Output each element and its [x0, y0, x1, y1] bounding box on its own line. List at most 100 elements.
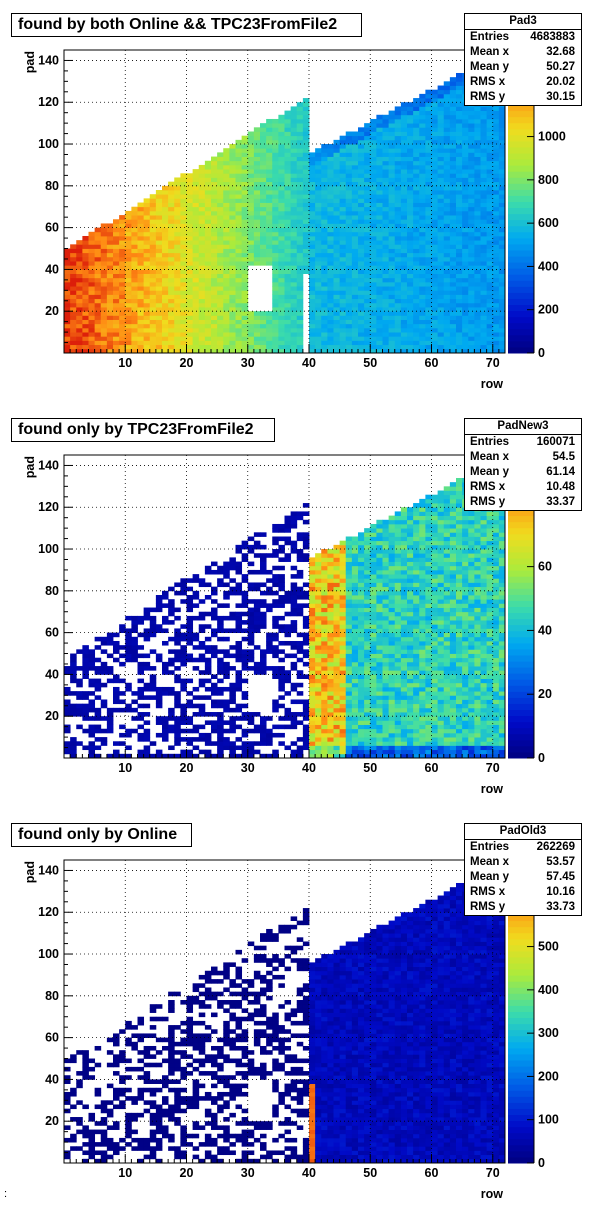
heatmap-cell — [450, 152, 457, 157]
heatmap-cell — [370, 211, 377, 216]
heatmap-cell — [199, 578, 206, 583]
heatmap-cell — [303, 228, 310, 233]
heatmap-cell — [113, 219, 120, 224]
heatmap-cell — [364, 132, 371, 137]
heatmap-cell — [425, 345, 432, 350]
heatmap-cell — [450, 261, 457, 266]
heatmap-cell — [236, 282, 243, 287]
heatmap-cell — [162, 733, 169, 738]
heatmap-cell — [327, 737, 334, 742]
heatmap-cell — [309, 624, 316, 629]
heatmap-cell — [193, 274, 200, 279]
heatmap-cell — [211, 294, 218, 299]
heatmap-cell — [291, 106, 298, 111]
heatmap-cell — [156, 274, 163, 279]
heatmap-cell — [119, 294, 126, 299]
heatmap-cell — [334, 582, 341, 587]
heatmap-cell — [444, 102, 451, 107]
heatmap-cell — [334, 695, 341, 700]
heatmap-cell — [131, 645, 138, 650]
heatmap-cell — [425, 228, 432, 233]
heatmap-cell — [162, 340, 169, 345]
heatmap-cell — [413, 203, 420, 208]
heatmap-cell — [278, 223, 285, 228]
heatmap-cell — [199, 244, 206, 249]
heatmap-cell — [340, 161, 347, 166]
heatmap-cell — [223, 228, 230, 233]
heatmap-cell — [248, 136, 255, 141]
heatmap-cell — [187, 274, 194, 279]
heatmap-cell — [462, 127, 469, 132]
heatmap-cell — [119, 645, 126, 650]
heatmap-cell — [327, 236, 334, 241]
heatmap-cell — [315, 658, 322, 663]
heatmap-cell — [248, 549, 255, 554]
heatmap-cell — [352, 244, 359, 249]
heatmap-cell — [217, 186, 224, 191]
heatmap-cell — [401, 152, 408, 157]
heatmap-cell — [346, 278, 353, 283]
heatmap-cell — [315, 645, 322, 650]
heatmap-cell — [162, 591, 169, 596]
heatmap-cell — [70, 750, 77, 755]
heatmap-cell — [180, 173, 187, 178]
heatmap-cell — [107, 324, 114, 329]
heatmap-cell — [272, 228, 279, 233]
heatmap-cell — [297, 324, 304, 329]
heatmap-cell — [370, 328, 377, 333]
heatmap-cell — [278, 683, 285, 688]
heatmap-cell — [162, 303, 169, 308]
heatmap-cell — [389, 127, 396, 132]
heatmap-cell — [236, 616, 243, 621]
heatmap-cell — [223, 303, 230, 308]
heatmap-cell — [456, 278, 463, 283]
heatmap-cell — [432, 102, 439, 107]
heatmap-cell — [211, 219, 218, 224]
heatmap-cell — [358, 244, 365, 249]
heatmap-cell — [168, 265, 175, 270]
heatmap-cell — [266, 194, 273, 199]
heatmap-cell — [432, 111, 439, 116]
heatmap-cell — [297, 282, 304, 287]
heatmap-cell — [64, 687, 71, 692]
heatmap-cell — [162, 223, 169, 228]
heatmap-cell — [419, 144, 426, 149]
heatmap-cell — [291, 595, 298, 600]
heatmap-cell — [297, 603, 304, 608]
heatmap-cell — [70, 658, 77, 663]
heatmap-cell — [180, 320, 187, 325]
heatmap-cell — [285, 232, 292, 237]
heatmap-cell — [419, 303, 426, 308]
heatmap-cell — [205, 741, 212, 746]
heatmap-cell — [107, 708, 114, 713]
heatmap-cell — [223, 161, 230, 166]
heatmap-cell — [297, 253, 304, 258]
heatmap-cell — [193, 182, 200, 187]
x-tick-label: 20 — [180, 356, 194, 370]
heatmap-cell — [364, 265, 371, 270]
heatmap-cell — [456, 232, 463, 237]
heatmap-cell — [327, 649, 334, 654]
heatmap-cell — [413, 173, 420, 178]
heatmap-cell — [493, 152, 500, 157]
heatmap-cell — [321, 578, 328, 583]
heatmap-cell — [407, 207, 414, 212]
heatmap-cell — [211, 269, 218, 274]
heatmap-cell — [383, 253, 390, 258]
heatmap-cell — [125, 745, 132, 750]
heatmap-cell — [370, 173, 377, 178]
heatmap-cell — [401, 215, 408, 220]
heatmap-cell — [370, 119, 377, 124]
heatmap-cell — [321, 282, 328, 287]
heatmap-cell — [419, 106, 426, 111]
heatmap-cell — [278, 336, 285, 341]
heatmap-cell — [168, 649, 175, 654]
heatmap-cell — [383, 132, 390, 137]
heatmap-cell — [144, 336, 151, 341]
heatmap-cell — [395, 328, 402, 333]
heatmap-cell — [407, 215, 414, 220]
heatmap-cell — [432, 173, 439, 178]
heatmap-cell — [285, 240, 292, 245]
heatmap-cell — [321, 708, 328, 713]
